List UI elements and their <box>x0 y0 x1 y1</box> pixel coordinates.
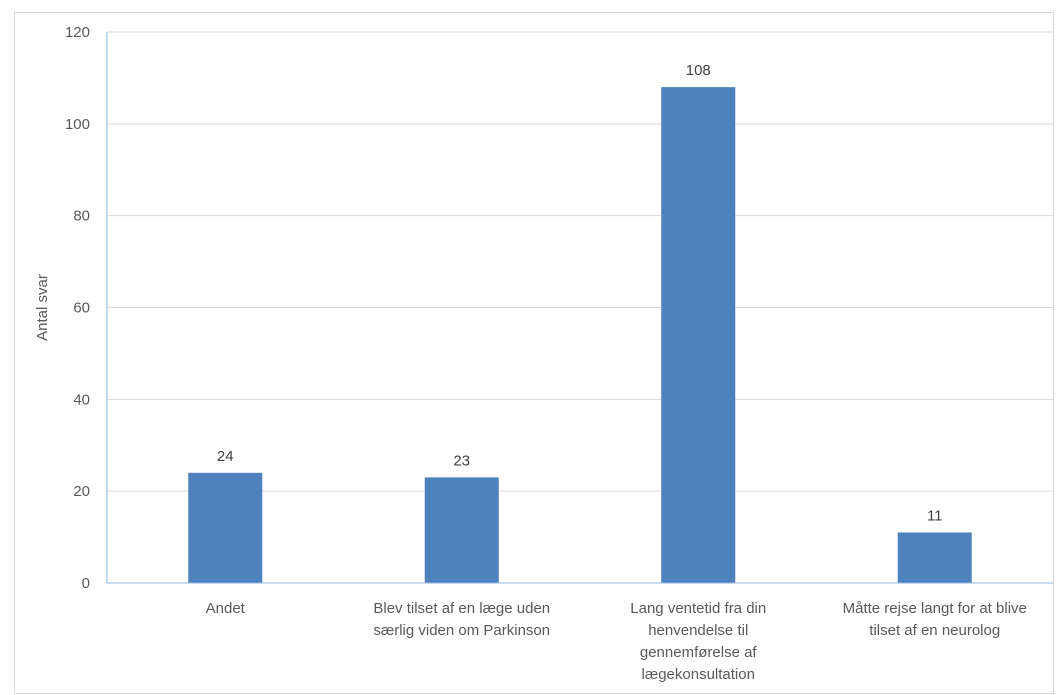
x-category-label: Lang ventetid fra din henvendelse til genn… <box>630 600 766 683</box>
y-tick-labels: 0 20 40 60 80 100 120 <box>65 24 90 592</box>
x-category-label-line: tilset af en neurolog <box>869 622 1000 639</box>
x-category-label: Andet <box>206 600 246 617</box>
chart-frame <box>14 12 1054 694</box>
x-category-label-line: Blev tilset af en læge uden <box>373 600 550 617</box>
y-tick-label: 100 <box>65 116 90 133</box>
x-category-label-line: Måtte rejse langt for at blive <box>843 600 1027 617</box>
bars <box>188 87 972 583</box>
x-category-label-line: Andet <box>206 600 246 617</box>
y-tick-label: 20 <box>73 483 90 500</box>
gridlines <box>107 31 1053 492</box>
x-category-label-line: lægekonsultation <box>642 666 755 683</box>
bar <box>424 477 499 583</box>
y-tick-label: 40 <box>73 391 90 408</box>
x-category-label: Måtte rejse langt for at blive tilset af … <box>843 600 1027 639</box>
axes <box>106 32 1053 584</box>
data-label: 11 <box>927 507 943 524</box>
y-tick-label: 0 <box>82 575 90 592</box>
y-axis-title: Antal svar <box>34 274 51 341</box>
x-category-label-line: Lang ventetid fra din <box>630 600 766 617</box>
x-category-label-line: henvendelse til <box>648 622 748 639</box>
data-label: 23 <box>453 452 470 469</box>
x-category-label: Blev tilset af en læge uden særlig viden … <box>373 600 550 639</box>
data-label: 108 <box>686 62 711 79</box>
x-category-label-line: særlig viden om Parkinson <box>373 622 550 639</box>
bar <box>188 472 263 583</box>
x-category-labels: Andet Blev tilset af en læge uden særlig v… <box>206 600 1027 683</box>
bar <box>897 532 972 583</box>
x-category-label-line: gennemførelse af <box>640 644 758 661</box>
data-label: 24 <box>217 448 234 465</box>
y-tick-label: 80 <box>73 208 90 225</box>
data-labels: 24 23 108 11 <box>217 62 943 524</box>
y-tick-label: 60 <box>73 300 90 317</box>
y-tick-label: 120 <box>65 24 90 41</box>
bar <box>661 87 736 583</box>
